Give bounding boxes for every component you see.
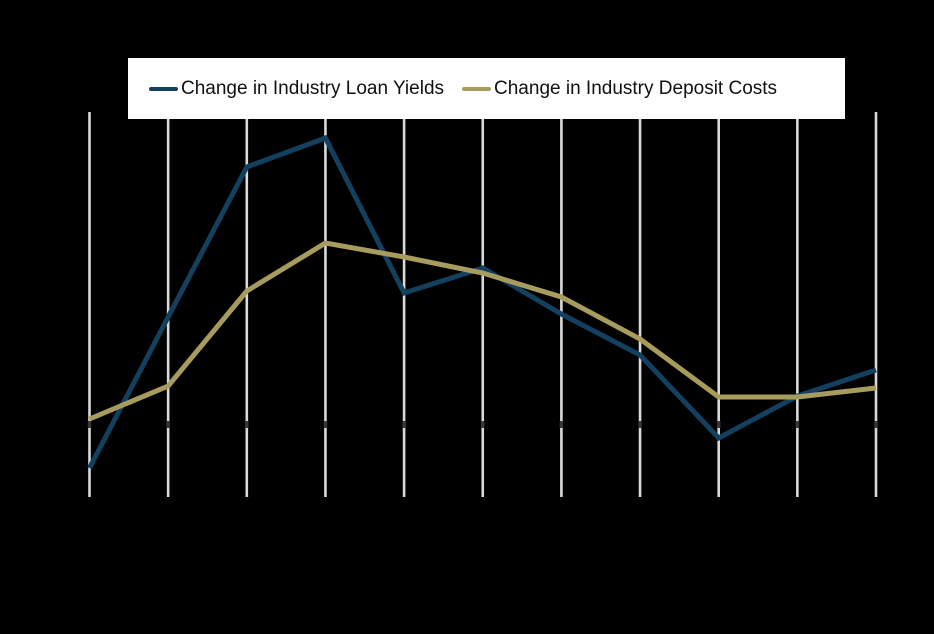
deposit-costs-line — [88, 240, 877, 422]
axis-tick-group — [87, 421, 878, 428]
legend-item-loan-yields: Change in Industry Loan Yields — [149, 79, 444, 98]
loan-yields-line — [87, 134, 877, 470]
series-group — [87, 134, 877, 470]
legend-item-deposit-costs: Change in Industry Deposit Costs — [462, 79, 777, 98]
deposit-costs-line-swatch — [462, 86, 492, 91]
loan-yields-line-swatch — [149, 86, 178, 91]
legend-label-loan-yields: Change in Industry Loan Yields — [181, 78, 445, 99]
chart-legend: Change in Industry Loan Yields Change in… — [128, 58, 845, 119]
legend-label-deposit-costs: Change in Industry Deposit Costs — [494, 78, 778, 99]
gridline-group — [88, 112, 878, 497]
